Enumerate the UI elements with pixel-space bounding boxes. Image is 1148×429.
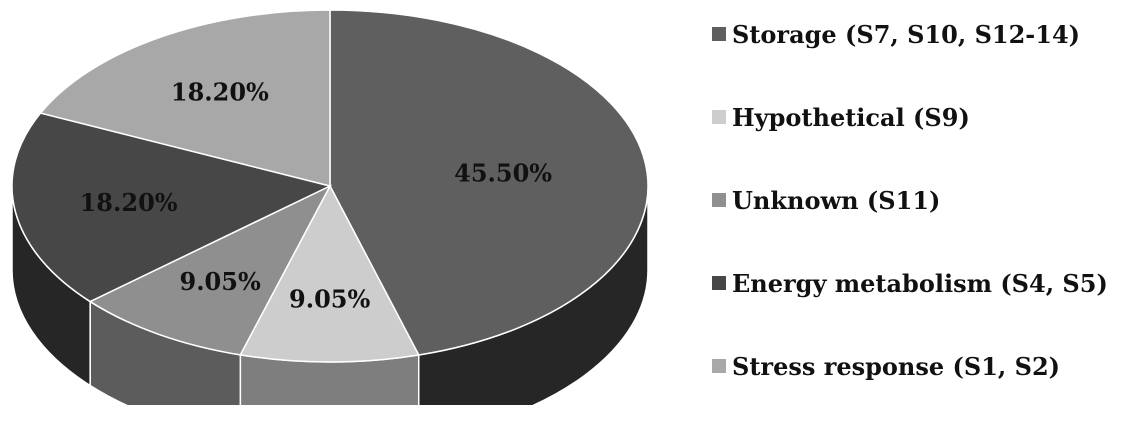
pie-slice-storage: [329, 9, 649, 356]
pie-label-energy-metabolism: 18.20%: [80, 188, 178, 217]
legend-swatch-energy-metabolism: [712, 276, 726, 290]
pie-slice-energy-metabolism: [11, 112, 333, 303]
pie-labels: 45.50% 9.05% 9.05% 18.20% 18.20%: [80, 77, 553, 313]
pie-label-storage: 45.50%: [454, 158, 552, 187]
legend-item-energy-metabolism: Energy metabolism (S4, S5): [712, 263, 1148, 303]
pie-label-hypothetical: 9.05%: [289, 285, 370, 314]
legend-item-stress-response: Stress response (S1, S2): [712, 346, 1148, 386]
pie-slices: [11, 9, 649, 363]
pie-slice-unknown: [88, 184, 332, 356]
legend-swatch-stress-response: [712, 359, 726, 373]
pie-sides: [11, 185, 649, 405]
legend-label-storage: Storage (S7, S10, S12-14): [732, 19, 1081, 49]
legend-swatch-unknown: [712, 193, 726, 207]
legend: Storage (S7, S10, S12-14) Hypothetical (…: [712, 14, 1148, 429]
legend-item-unknown: Unknown (S11): [712, 180, 1148, 220]
pie-slice-stress-response: [39, 9, 331, 187]
legend-label-unknown: Unknown (S11): [732, 185, 941, 215]
pie-label-stress-response: 18.20%: [171, 77, 269, 106]
legend-label-hypothetical: Hypothetical (S9): [732, 102, 970, 132]
pie-slice-hypothetical: [239, 184, 420, 363]
legend-swatch-storage: [712, 27, 726, 41]
pie-label-unknown: 9.05%: [180, 267, 261, 296]
pie-chart: 45.50% 9.05% 9.05% 18.20% 18.20%: [11, 9, 649, 405]
legend-item-storage: Storage (S7, S10, S12-14): [712, 14, 1148, 54]
legend-label-energy-metabolism: Energy metabolism (S4, S5): [732, 268, 1108, 298]
legend-item-hypothetical: Hypothetical (S9): [712, 97, 1148, 137]
legend-label-stress-response: Stress response (S1, S2): [732, 351, 1060, 381]
legend-swatch-hypothetical: [712, 110, 726, 124]
